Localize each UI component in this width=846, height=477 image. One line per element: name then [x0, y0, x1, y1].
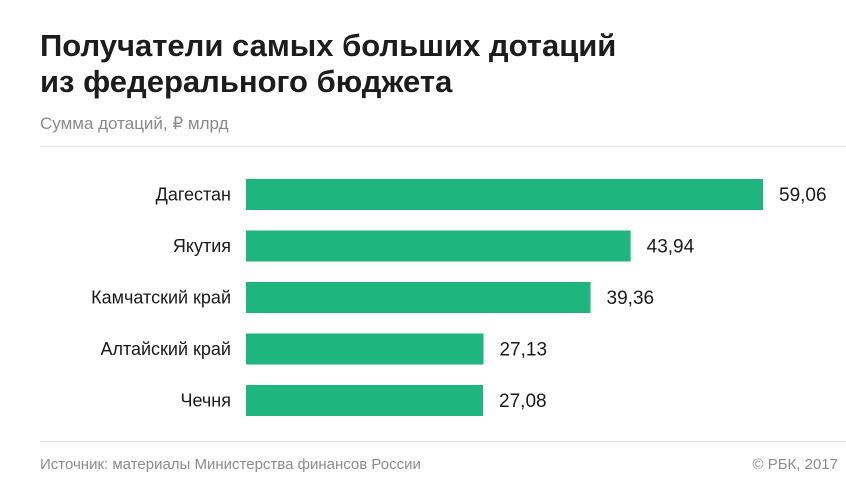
value-label: 43,94 — [647, 237, 695, 258]
chart-title-line-1: Получатели самых больших дотаций — [40, 28, 617, 63]
top-divider — [40, 146, 846, 147]
copyright-note: © РБК, 2017 — [752, 456, 838, 473]
source-note: Источник: материалы Министерства финансо… — [40, 456, 421, 473]
category-label: Чечня — [181, 391, 231, 411]
value-label: 27,13 — [499, 340, 547, 361]
chart-title: Получатели самых больших дотаций из феде… — [40, 28, 800, 100]
chart-subtitle: Сумма дотаций, ₽ млрд — [40, 114, 229, 133]
category-label: Камчатский край — [91, 288, 231, 308]
bar — [246, 385, 484, 416]
chart-title-line-2: из федерального бюджета — [40, 64, 453, 99]
category-label: Дагестан — [156, 185, 231, 205]
value-label: 39,36 — [607, 288, 655, 309]
value-label: 59,06 — [779, 185, 827, 206]
category-label: Якутия — [173, 236, 231, 256]
bar-chart: Дагестан 59,06 Якутия 43,94 Камчатский край 3… — [91, 179, 827, 416]
bar — [246, 230, 631, 262]
category-label: Алтайский край — [100, 339, 231, 359]
value-label: 27,08 — [499, 391, 547, 412]
bottom-divider — [40, 441, 846, 442]
bar — [246, 179, 763, 210]
bar — [246, 282, 591, 313]
bar — [246, 333, 484, 365]
